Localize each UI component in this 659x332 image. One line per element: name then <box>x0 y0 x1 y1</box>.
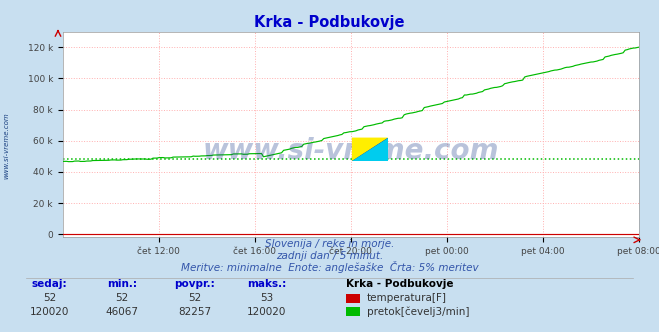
Text: 82257: 82257 <box>178 307 211 317</box>
Text: 120020: 120020 <box>30 307 69 317</box>
Text: 53: 53 <box>260 293 273 303</box>
Text: sedaj:: sedaj: <box>32 279 67 289</box>
Text: min.:: min.: <box>107 279 137 289</box>
Text: 120020: 120020 <box>247 307 287 317</box>
Text: zadnji dan / 5 minut.: zadnji dan / 5 minut. <box>276 251 383 261</box>
Text: Meritve: minimalne  Enote: anglešaške  Črta: 5% meritev: Meritve: minimalne Enote: anglešaške Črt… <box>181 261 478 273</box>
Polygon shape <box>352 137 388 161</box>
Text: povpr.:: povpr.: <box>174 279 215 289</box>
Text: pretok[čevelj3/min]: pretok[čevelj3/min] <box>367 306 470 317</box>
Bar <box>352 137 388 161</box>
Text: www.si-vreme.com: www.si-vreme.com <box>203 137 499 165</box>
Text: temperatura[F]: temperatura[F] <box>367 293 447 303</box>
Polygon shape <box>352 137 388 161</box>
Text: maks.:: maks.: <box>247 279 287 289</box>
Text: Krka - Podbukovje: Krka - Podbukovje <box>254 15 405 30</box>
Text: 52: 52 <box>115 293 129 303</box>
Text: 52: 52 <box>43 293 56 303</box>
Text: 52: 52 <box>188 293 201 303</box>
Text: Slovenija / reke in morje.: Slovenija / reke in morje. <box>265 239 394 249</box>
Text: www.si-vreme.com: www.si-vreme.com <box>3 113 10 180</box>
Text: Krka - Podbukovje: Krka - Podbukovje <box>346 279 453 289</box>
Text: 46067: 46067 <box>105 307 138 317</box>
